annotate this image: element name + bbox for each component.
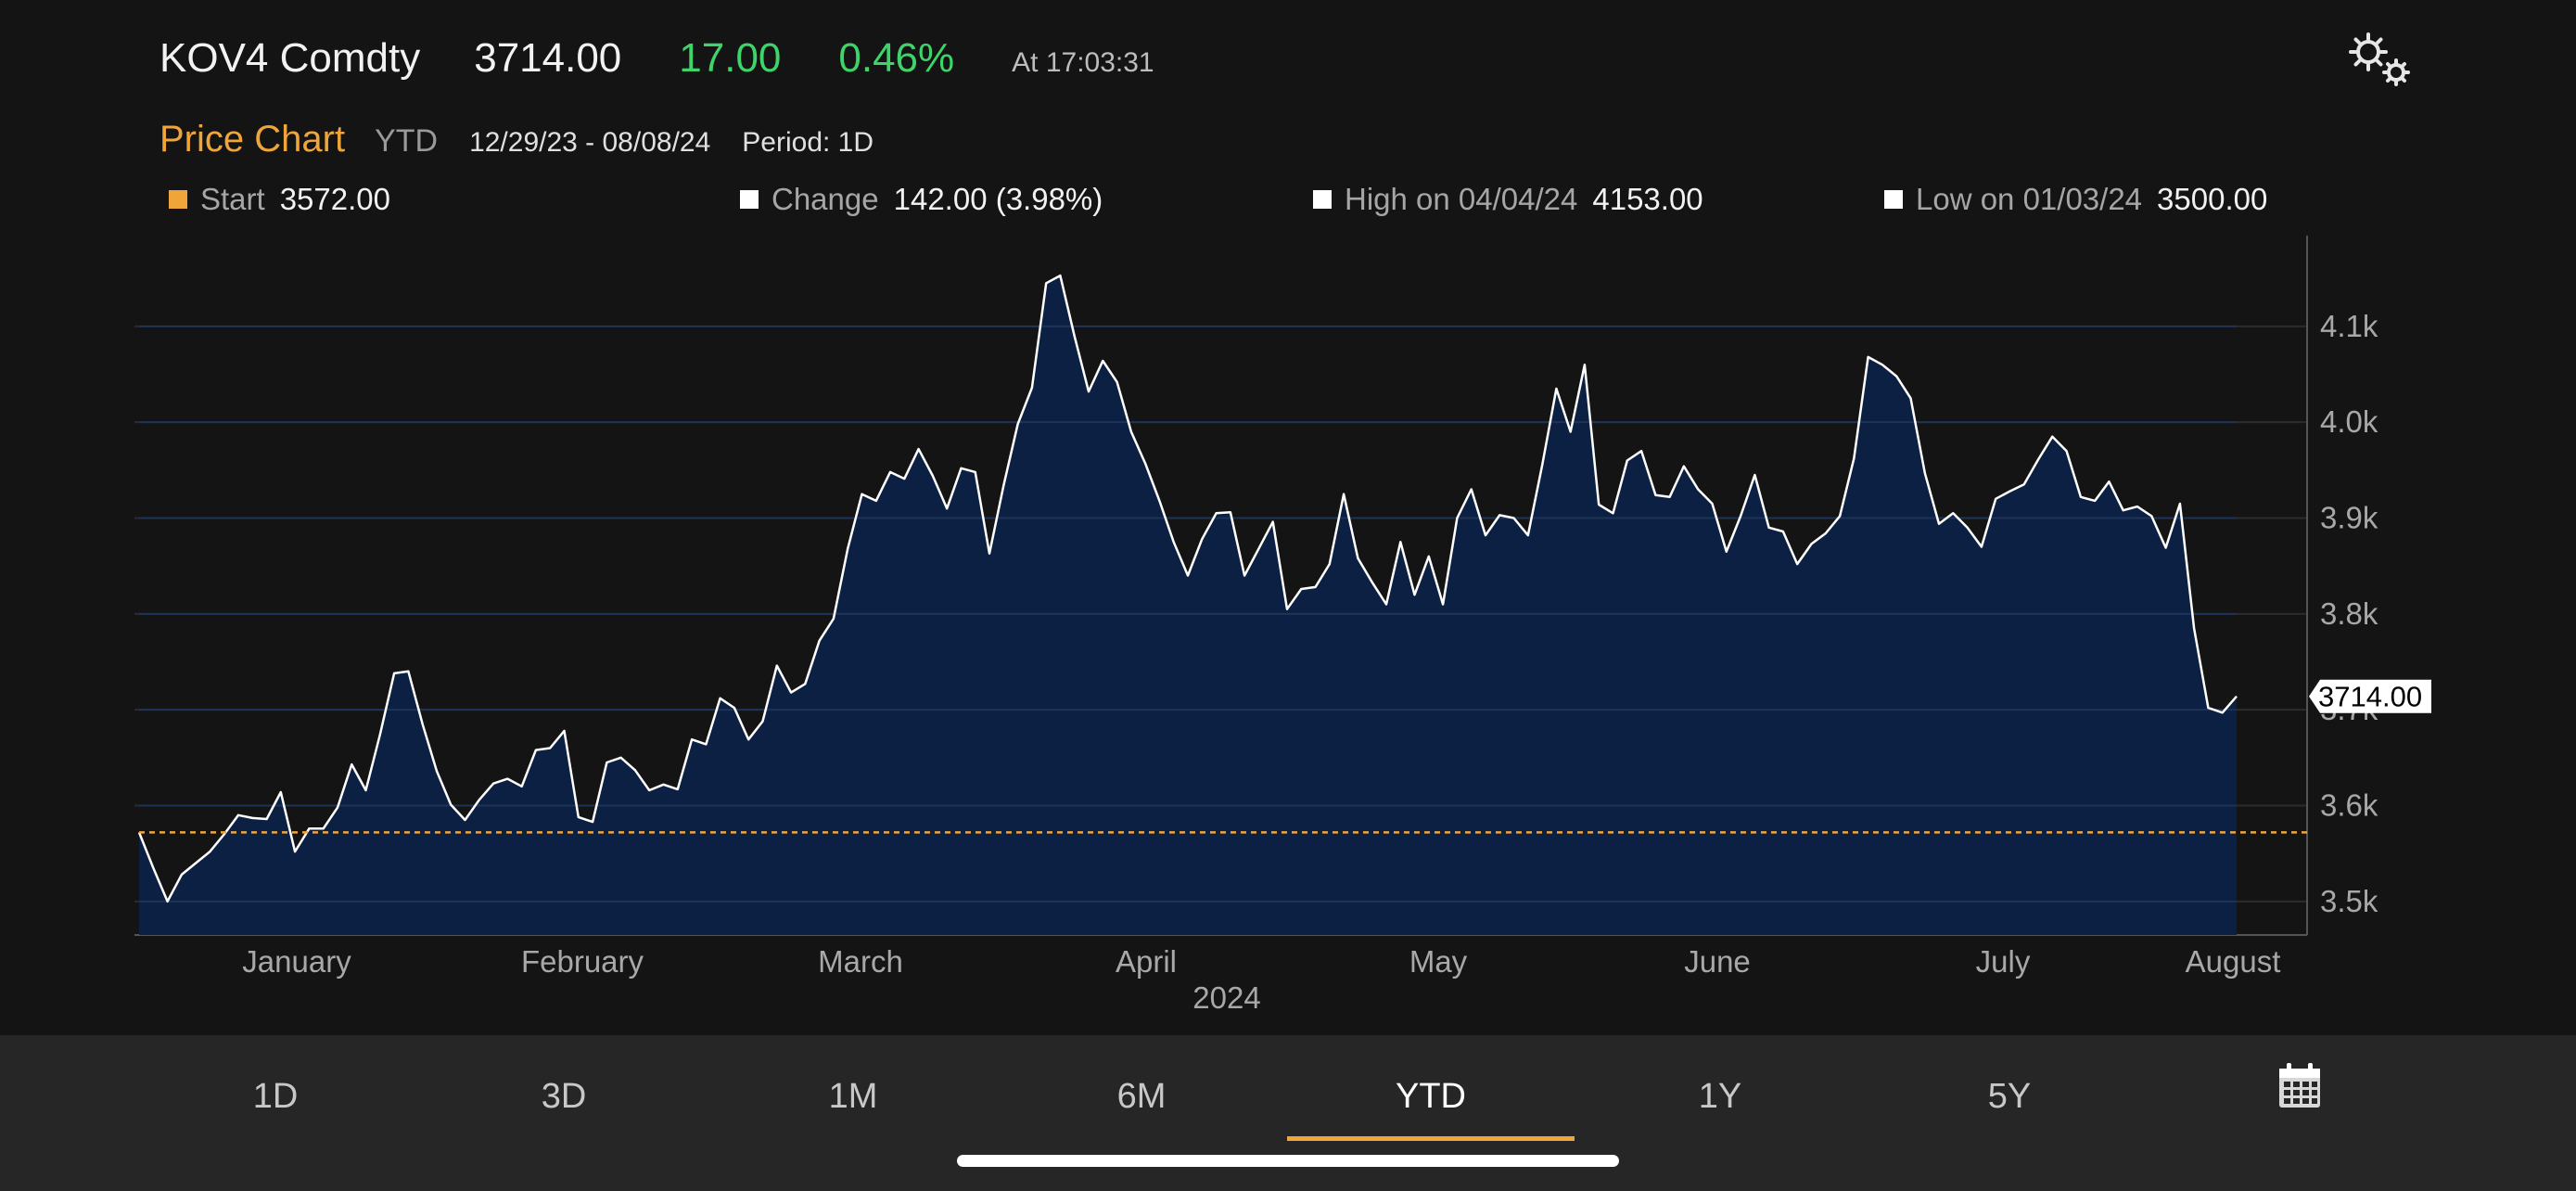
stat-value: 142.00 (3.98%) — [893, 182, 1103, 216]
y-tick-label: 4.1k — [2320, 309, 2378, 343]
last-value-label: 3714.00 — [2318, 681, 2422, 713]
tab-1m[interactable]: 1M — [828, 1077, 878, 1116]
price-chart[interactable]: 3.5k3.6k3.7k3.8k3.9k4.0k4.1k3714.00Janua… — [0, 232, 2576, 1030]
y-tick-label: 4.0k — [2320, 404, 2378, 439]
as-of-time: At 17:03:31 — [1012, 47, 1154, 78]
change-marker-icon — [740, 190, 759, 209]
date-range: 12/29/23 - 08/08/24 — [469, 127, 711, 158]
stat-label: Low on 01/03/24 — [1916, 182, 2143, 216]
series-area — [139, 275, 2237, 936]
chart-subheader: Price Chart YTD 12/29/23 - 08/08/24 Peri… — [159, 119, 874, 160]
stat-label: Start — [200, 182, 265, 216]
y-tick-label: 3.5k — [2320, 884, 2378, 918]
last-value-tag — [2309, 679, 2431, 713]
ticker-symbol: KOV4 Comdty — [159, 35, 421, 81]
x-tick-label: January — [242, 944, 351, 979]
range-label: YTD — [375, 123, 439, 159]
x-tick-label: July — [1976, 944, 2031, 979]
quote-header: KOV4 Comdty 3714.00 17.00 0.46% At 17:03… — [159, 35, 1154, 91]
tab-ytd[interactable]: YTD — [1287, 1063, 1575, 1141]
y-tick-label: 3.8k — [2320, 596, 2378, 631]
home-indicator — [957, 1155, 1619, 1167]
gears-icon[interactable] — [2344, 32, 2418, 91]
last-price: 3714.00 — [474, 35, 622, 81]
period-label: Period: 1D — [742, 127, 874, 158]
x-tick-label: May — [1409, 944, 1468, 979]
tab-1d[interactable]: 1D — [252, 1077, 299, 1116]
stat-high: High on 04/04/24 4153.00 — [1313, 182, 1703, 217]
low-marker-icon — [1884, 190, 1903, 209]
tab-6m[interactable]: 6M — [1116, 1077, 1167, 1116]
timeframe-bar: 1D 3D 1M 6M YTD 1Y 5Y — [0, 1035, 2576, 1191]
x-year-label: 2024 — [1192, 980, 1260, 1015]
tab-1y[interactable]: 1Y — [1698, 1077, 1742, 1116]
net-change: 17.00 — [679, 35, 782, 81]
x-tick-label: August — [2186, 944, 2281, 979]
summary-stats: Start 3572.00 Change 142.00 (3.98%) High… — [0, 182, 2576, 223]
x-tick-label: June — [1684, 944, 1751, 979]
percent-change: 0.46% — [838, 35, 955, 81]
series-line — [137, 274, 2238, 903]
high-marker-icon — [1313, 190, 1332, 209]
chart-title: Price Chart — [159, 119, 346, 160]
stat-value: 4153.00 — [1592, 182, 1703, 216]
y-tick-label: 3.6k — [2320, 788, 2378, 823]
tab-5y[interactable]: 5Y — [1987, 1077, 2032, 1116]
x-tick-label: March — [818, 944, 903, 979]
stat-start: Start 3572.00 — [169, 182, 390, 217]
calendar-icon[interactable] — [2277, 1061, 2322, 1109]
stat-label: High on 04/04/24 — [1345, 182, 1578, 216]
stat-label: Change — [772, 182, 879, 216]
tab-3d[interactable]: 3D — [541, 1077, 587, 1116]
x-tick-label: February — [521, 944, 644, 979]
stat-value: 3572.00 — [279, 182, 390, 216]
start-marker-icon — [169, 190, 187, 209]
stat-change: Change 142.00 (3.98%) — [740, 182, 1103, 217]
y-tick-label: 3.9k — [2320, 501, 2378, 535]
stat-low: Low on 01/03/24 3500.00 — [1884, 182, 2267, 217]
x-tick-label: April — [1116, 944, 1177, 979]
stat-value: 3500.00 — [2157, 182, 2268, 216]
